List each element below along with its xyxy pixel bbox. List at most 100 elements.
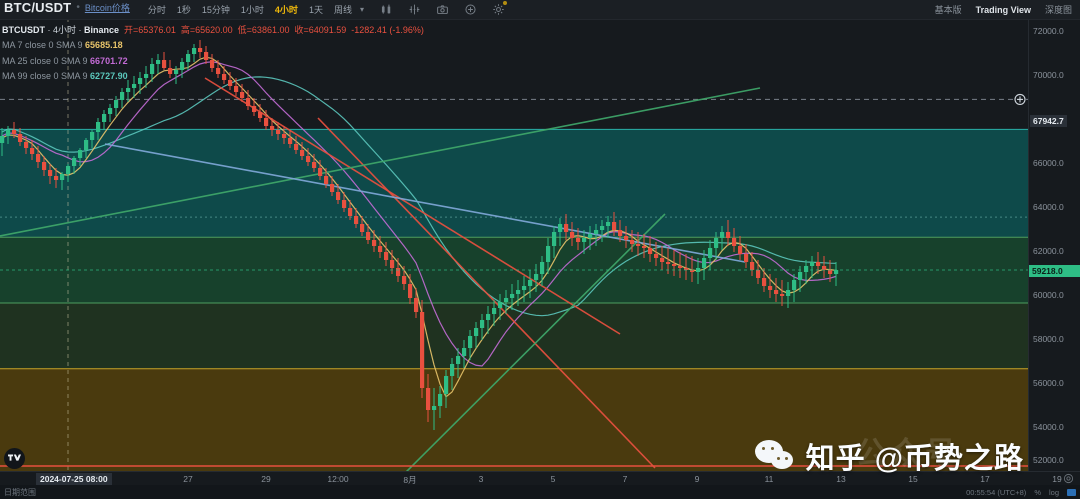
price-tick-5: 62000.0: [1033, 246, 1064, 256]
trendline-uptrend-green[interactable]: [0, 87, 761, 237]
tradingview-logo[interactable]: [4, 448, 25, 469]
candle-body: [360, 224, 365, 232]
marker-price-handle[interactable]: [1014, 93, 1026, 105]
candle-body: [792, 280, 797, 290]
candle-style-icon[interactable]: [380, 3, 393, 16]
candle-body: [660, 258, 665, 262]
percent-toggle[interactable]: %: [1034, 487, 1041, 497]
time-tick-8: 11: [764, 474, 774, 484]
candle-body: [492, 308, 497, 314]
candle-body: [468, 336, 473, 348]
candle-body: [420, 312, 425, 388]
time-tick-first: 2024-07-25 08:00: [36, 473, 112, 485]
candle-body: [684, 268, 689, 270]
chart-plot-area[interactable]: [0, 18, 1028, 471]
time-tick-9: 13: [836, 474, 846, 484]
ma-line-ma25: [1, 61, 837, 367]
candle-body: [756, 270, 761, 278]
bitcoin-price-link[interactable]: Bitcoin价格: [84, 3, 130, 13]
price-tick-6: 60000.0: [1033, 290, 1064, 300]
toolbar-icon-group: [380, 1, 507, 16]
timeframe-6[interactable]: 周线: [333, 5, 352, 15]
candle-body: [222, 74, 227, 80]
candle-body: [510, 294, 515, 298]
candle-body: [66, 166, 71, 174]
indicators-icon[interactable]: [408, 3, 421, 16]
candle-body: [318, 168, 323, 176]
log-toggle[interactable]: log: [1048, 487, 1059, 497]
settings-icon[interactable]: [492, 1, 507, 16]
trendline-uptrend-green2[interactable]: [390, 213, 666, 471]
time-tick-7: 9: [694, 474, 700, 484]
trendline-downtrend-main[interactable]: [204, 77, 621, 335]
candle-body: [84, 140, 89, 150]
timeframe-5[interactable]: 1天: [308, 5, 323, 15]
time-axis-settings-icon[interactable]: [1063, 473, 1074, 484]
candle-body: [144, 74, 149, 78]
timeframe-1[interactable]: 1秒: [176, 5, 191, 15]
auto-scale-button[interactable]: [1067, 488, 1076, 496]
candle-body: [480, 320, 485, 328]
legend-ma-row-0[interactable]: MA 7 close 0 SMA 9 65685.18: [2, 40, 123, 51]
candle-body: [606, 222, 611, 226]
candle-body: [384, 252, 389, 260]
candle-body: [12, 130, 17, 134]
candle-body: [570, 232, 575, 238]
candle-body: [126, 88, 131, 92]
candle-body: [528, 280, 533, 286]
candle-body: [132, 84, 137, 88]
candle-body: [582, 238, 587, 242]
candle-body: [402, 276, 407, 284]
candle-body: [300, 150, 305, 156]
add-compare-icon[interactable]: [464, 3, 477, 16]
candle-body: [78, 150, 83, 158]
camera-icon[interactable]: [436, 3, 449, 16]
legend-ohlc-row: BTCUSDT · 4小时 · Binance 开=65376.01 高=656…: [2, 25, 424, 35]
timeframe-0[interactable]: 分时: [147, 5, 166, 15]
candle-body: [462, 348, 467, 356]
symbol-title[interactable]: BTC/USDT: [4, 0, 72, 15]
trendline-downtrend-2[interactable]: [317, 117, 656, 469]
ma-line-ma99: [1, 76, 837, 317]
timeframe-3[interactable]: 1小时: [240, 5, 264, 15]
legend-ma-row-1[interactable]: MA 25 close 0 SMA 9 66701.72: [2, 55, 128, 66]
candle-body: [534, 274, 539, 280]
date-range-label[interactable]: 日期范围: [4, 487, 36, 497]
candle-body: [498, 302, 503, 308]
time-axis[interactable]: 2024-07-25 08:00 27 29 12:00 8月 3 5 7 9 11 13 15 17 1…: [0, 471, 1080, 485]
candle-body: [750, 262, 755, 270]
clock-label: 00:55:54 (UTC+8): [966, 487, 1027, 497]
candle-body: [642, 246, 647, 248]
timeframe-4[interactable]: 4小时: [274, 5, 298, 15]
candlestick-canvas: [0, 18, 1028, 471]
candle-body: [48, 170, 53, 176]
marker-price-badge: 67942.7: [1030, 115, 1067, 127]
basic-version-button[interactable]: 基本版: [934, 5, 962, 15]
time-tick-0: 27: [183, 474, 193, 484]
time-tick-1: 29: [261, 474, 271, 484]
candle-body: [456, 356, 461, 364]
candle-body: [780, 294, 785, 296]
legend-ma-row-2[interactable]: MA 99 close 0 SMA 9 62727.90: [2, 71, 128, 82]
toolbar-right-group: 基本版 Trading View 深度图: [935, 3, 1080, 16]
candle-body: [36, 154, 41, 162]
candle-body: [156, 60, 161, 64]
candle-body: [588, 234, 593, 238]
candle-body: [348, 208, 353, 216]
time-tick-11: 17: [980, 474, 990, 484]
price-axis[interactable]: 72000.070000.068000.066000.064000.062000…: [1028, 18, 1080, 494]
candle-body: [672, 264, 677, 266]
zone-support-dark: [0, 302, 1028, 369]
candle-body: [648, 248, 653, 254]
time-tick-12: 19: [1052, 474, 1062, 484]
candle-body: [522, 286, 527, 290]
candle-body: [330, 184, 335, 192]
candle-body: [342, 200, 347, 208]
tradingview-tab[interactable]: Trading View: [975, 4, 1031, 15]
candle-body: [366, 232, 371, 240]
chevron-down-icon[interactable]: ▾: [359, 5, 364, 14]
depth-chart-tab[interactable]: 深度图: [1044, 5, 1072, 15]
timeframe-2[interactable]: 15分钟: [201, 5, 230, 15]
candle-body: [516, 290, 521, 294]
